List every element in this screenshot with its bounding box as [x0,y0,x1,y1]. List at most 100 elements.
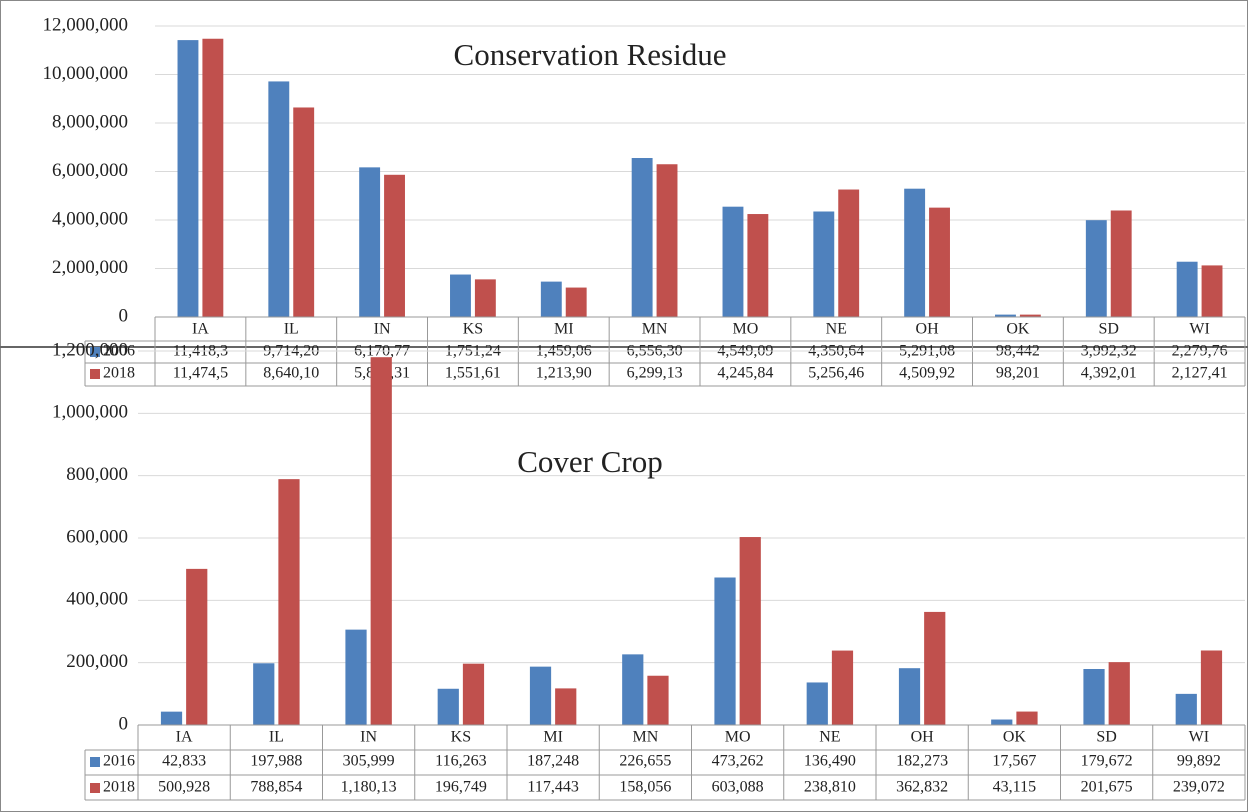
data-label: 6,299,13 [627,365,683,382]
bar [747,214,769,317]
y-tick-label: 600,000 [66,526,128,547]
bar [722,206,744,317]
legend-label: 2018 [103,779,135,796]
data-label: 117,443 [527,779,578,796]
chart-title: Cover Crop [517,444,663,479]
bar [186,568,208,725]
bar [739,537,761,725]
bar [1019,314,1041,317]
bar [1110,210,1132,317]
bar [991,719,1013,725]
bar [622,654,644,725]
bar [474,279,496,317]
bar [813,211,835,317]
data-label: 98,201 [996,365,1040,382]
data-label: 239,072 [1173,779,1225,796]
x-tick-label: OK [1003,729,1027,746]
bar [1085,220,1107,317]
data-label: 136,490 [804,753,856,770]
x-tick-label: IN [374,321,391,338]
chart-title: Conservation Residue [454,37,727,72]
data-label: 226,655 [619,753,671,770]
legend-label: 2006 [103,343,135,360]
y-tick-label: 1,000,000 [52,402,128,423]
x-tick-label: NE [826,321,847,338]
x-tick-label: IN [360,729,377,746]
data-label: 1,213,90 [536,365,592,382]
data-label: 8,640,10 [263,365,319,382]
data-label: 158,056 [619,779,671,796]
y-tick-label: 10,000,000 [43,63,129,84]
bar [924,611,946,725]
y-tick-label: 200,000 [66,651,128,672]
x-tick-label: MO [733,321,759,338]
bar [1083,669,1105,725]
bar [555,688,577,725]
bar [278,479,300,725]
data-label: 197,988 [250,753,302,770]
legend-label: 2018 [103,365,135,382]
data-label: 362,832 [896,779,948,796]
bar [1176,261,1198,317]
x-tick-label: MI [554,321,574,338]
data-label: 99,892 [1177,753,1221,770]
x-tick-label: WI [1189,321,1209,338]
data-label: 196,749 [435,779,487,796]
data-label: 1,551,61 [445,365,501,382]
data-label: 238,810 [804,779,856,796]
bar [202,38,224,317]
bar [1175,693,1197,725]
bar [631,158,653,317]
bar [929,207,950,317]
bar [1200,650,1223,725]
data-label: 5,256,46 [808,365,864,382]
data-label: 11,474,5 [173,365,228,382]
data-label: 603,088 [712,779,764,796]
bar [995,314,1016,317]
x-tick-label: SD [1099,321,1119,338]
data-label: 4,392,01 [1081,365,1137,382]
data-label: 473,262 [712,753,764,770]
data-label: 4,245,84 [717,365,773,382]
x-tick-label: MO [725,729,751,746]
y-tick-label: 0 [119,305,129,326]
x-tick-label: IL [269,729,284,746]
bar [462,663,485,725]
bar [359,167,381,317]
x-tick-label: NE [819,729,840,746]
bar [806,682,828,725]
legend-swatch [90,757,100,767]
data-label: 187,248 [527,753,579,770]
x-tick-label: MN [632,729,658,746]
legend-label: 2016 [103,753,135,770]
y-tick-label: 6,000,000 [52,160,128,181]
x-tick-label: MN [642,321,668,338]
bar [898,668,921,725]
data-label: 116,263 [435,753,486,770]
x-tick-label: MI [543,729,563,746]
x-tick-label: IA [192,321,209,338]
data-label: 305,999 [343,753,395,770]
bar [565,287,587,317]
data-label: 1,180,13 [341,779,397,796]
data-label: 201,675 [1081,779,1133,796]
bar [540,281,562,317]
x-tick-label: SD [1096,729,1116,746]
bar [370,357,392,725]
x-tick-label: OK [1006,321,1030,338]
data-label: 182,273 [896,753,948,770]
x-tick-label: OH [916,321,940,338]
y-tick-label: 800,000 [66,464,128,485]
bar [904,188,926,317]
y-tick-label: 2,000,000 [52,257,128,278]
bar [437,688,459,725]
data-label: 43,115 [993,779,1036,796]
bar [1201,265,1223,317]
x-tick-label: IA [176,729,193,746]
bar [656,164,678,317]
y-tick-label: 8,000,000 [52,111,128,132]
bar [384,174,405,317]
data-label: 17,567 [992,753,1036,770]
